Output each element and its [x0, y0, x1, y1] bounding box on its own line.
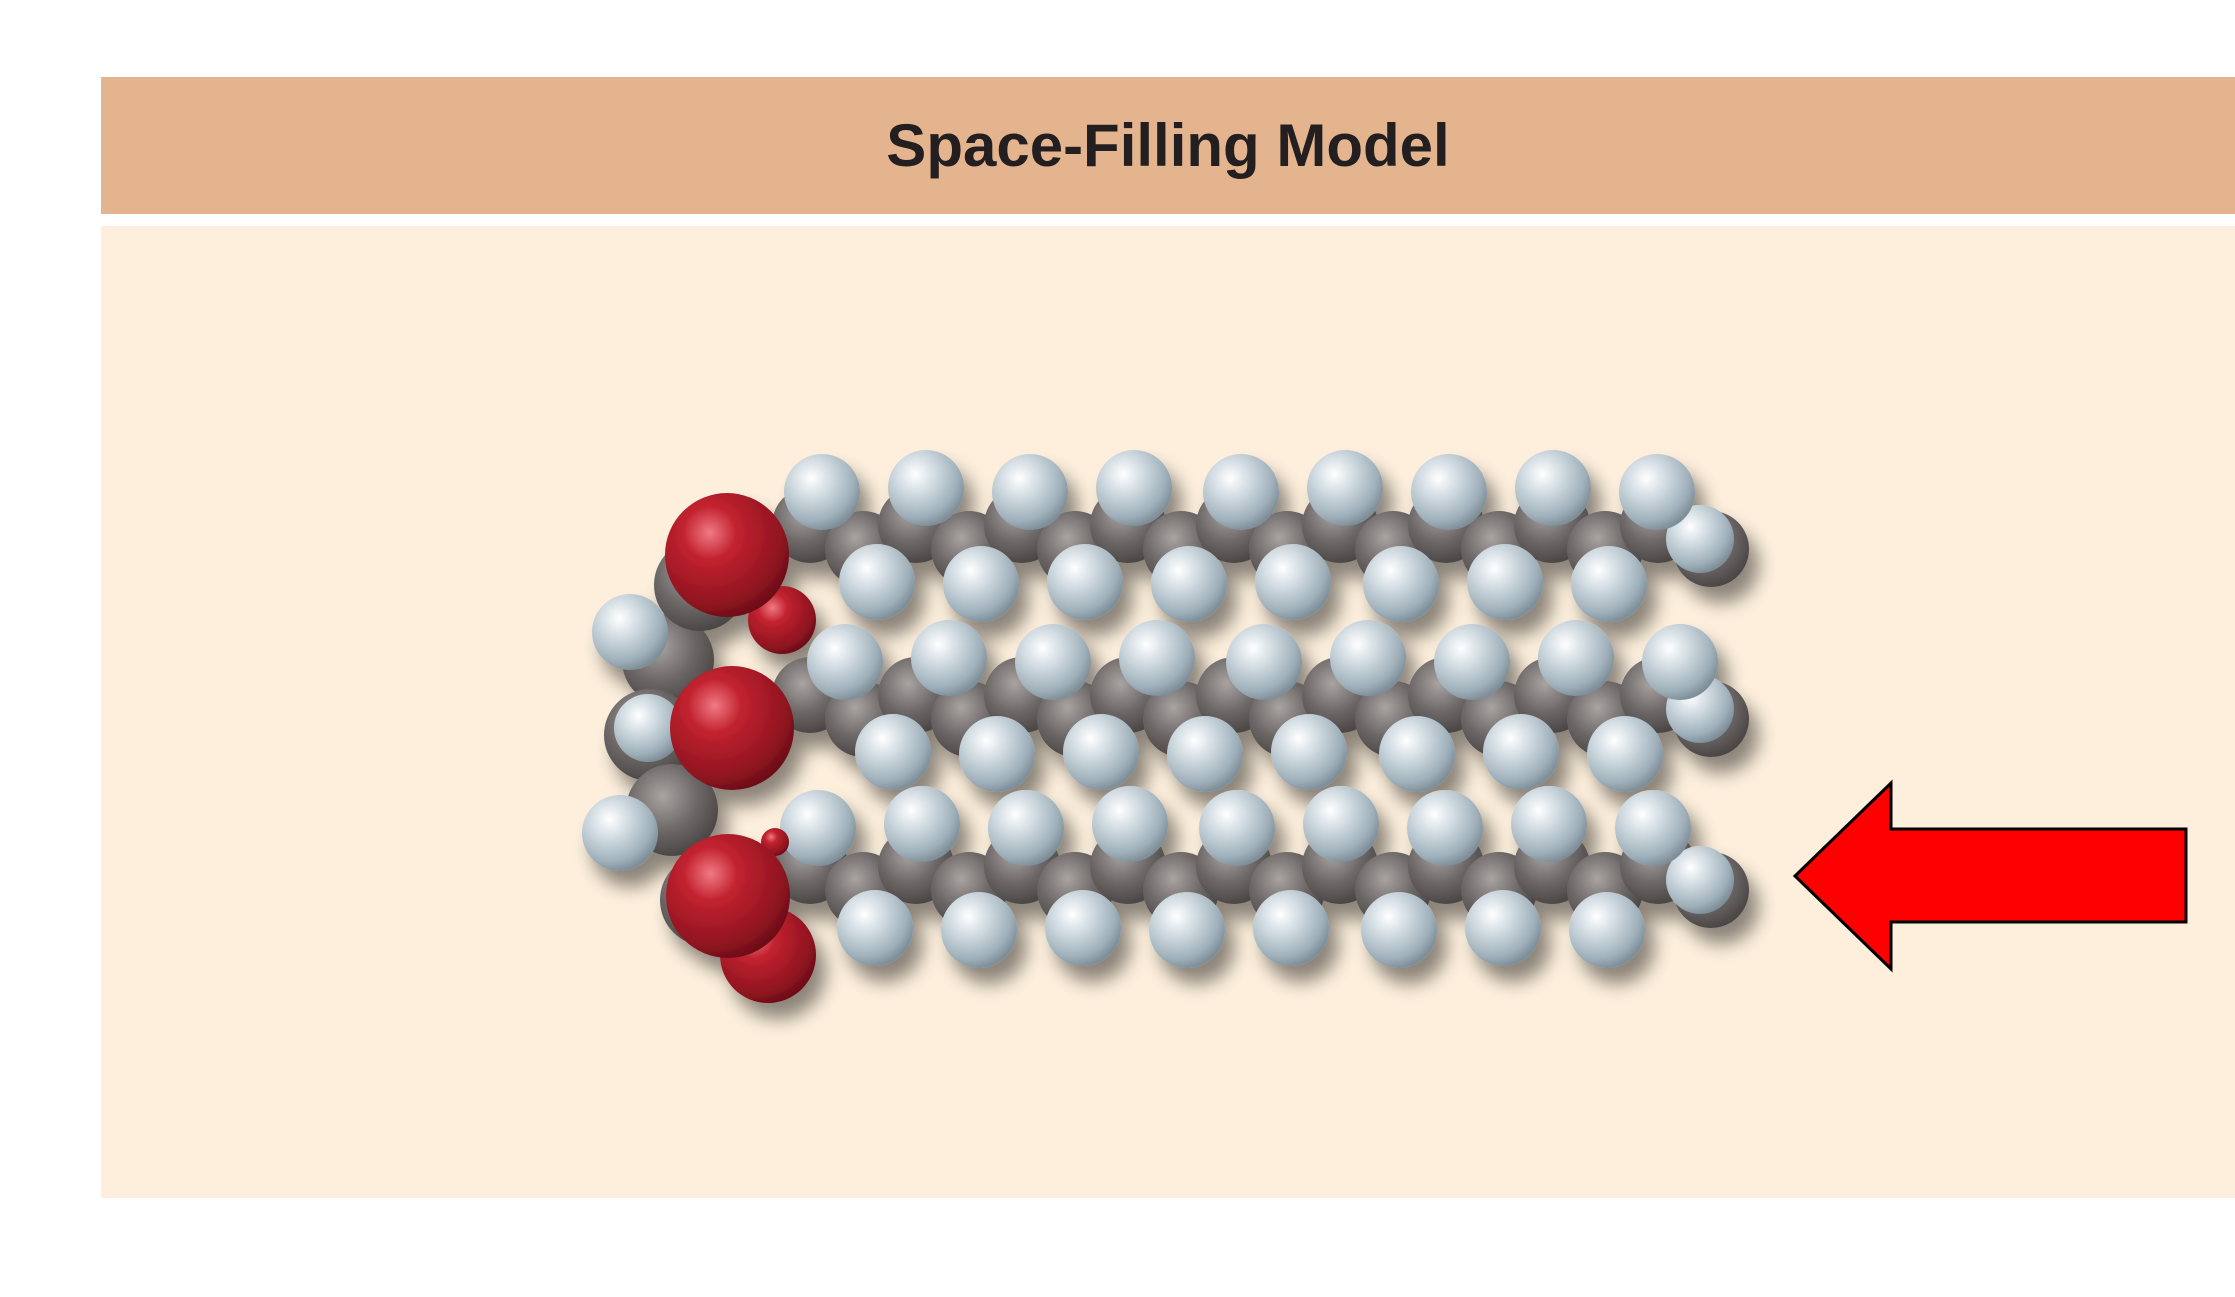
hydrogen-atom [1361, 892, 1437, 968]
hydrogen-atom [784, 454, 860, 530]
hydrogen-atom [1330, 620, 1406, 696]
hydrogen-atom [1615, 790, 1691, 866]
hydrogen-atom [941, 892, 1017, 968]
hydrogen-atom [988, 790, 1064, 866]
hydrogen-atom [1151, 546, 1227, 622]
hydrogen-atom [582, 795, 658, 871]
hydrogen-atom [1167, 716, 1243, 792]
hydrogen-atom [943, 546, 1019, 622]
left-arrow-icon [1792, 779, 2188, 973]
hydrogen-atom [1303, 786, 1379, 862]
hydrogen-atom [1203, 454, 1279, 530]
hydrogen-atom [1642, 624, 1718, 700]
hydrogen-atom [884, 786, 960, 862]
oxygen-atom [666, 834, 790, 958]
hydrogen-atom [614, 694, 682, 762]
hydrogen-atom [1571, 546, 1647, 622]
hydrogen-atom [1515, 450, 1591, 526]
hydrogen-atom [837, 890, 913, 966]
hydrogen-atom [1063, 714, 1139, 790]
hydrogen-atom [1199, 790, 1275, 866]
oxygen-atom [670, 666, 794, 790]
hydrogen-atom [1119, 620, 1195, 696]
hydrogen-atom [855, 714, 931, 790]
hydrogen-atom [1569, 892, 1645, 968]
pointer-arrow [1792, 779, 2188, 973]
hydrogen-atom [1307, 450, 1383, 526]
hydrogen-atom [592, 594, 668, 670]
hydrogen-atom [1045, 890, 1121, 966]
hydrogen-atom [888, 450, 964, 526]
molecule-icon [582, 450, 1749, 1003]
hydrogen-atom [780, 790, 856, 866]
hydrogen-atom [1666, 846, 1734, 914]
diagram-panel: Space-Filling Model [101, 77, 2235, 1198]
hydrogen-atom [1434, 624, 1510, 700]
panel-title: Space-Filling Model [886, 112, 1450, 179]
hydrogen-atom [1092, 786, 1168, 862]
hydrogen-atom [1253, 890, 1329, 966]
hydrogen-atom [839, 544, 915, 620]
hydrogen-atom [1379, 716, 1455, 792]
hydrogen-atom [1483, 714, 1559, 790]
hydrogen-atom [1226, 624, 1302, 700]
header-divider [101, 214, 2235, 226]
hydrogen-atom [1015, 624, 1091, 700]
hydrogen-atom [1511, 786, 1587, 862]
hydrogen-atom [1411, 454, 1487, 530]
panel-header: Space-Filling Model [101, 77, 2235, 214]
oxygen-atom [665, 493, 789, 617]
hydrogen-atom [1255, 544, 1331, 620]
hydrogen-atom [1363, 546, 1439, 622]
hydrogen-atom [1149, 892, 1225, 968]
hydrogen-atom [1619, 454, 1695, 530]
hydrogen-atom [1271, 714, 1347, 790]
hydrogen-atom [1467, 544, 1543, 620]
hydrogen-atom [1666, 505, 1734, 573]
hydrogen-atom [1587, 716, 1663, 792]
hydrogen-atom [1047, 544, 1123, 620]
hydrogen-atom [1407, 790, 1483, 866]
hydrogen-atom [911, 620, 987, 696]
hydrogen-atom [1465, 890, 1541, 966]
hydrogen-atom [807, 624, 883, 700]
hydrogen-atom [992, 454, 1068, 530]
hydrogen-atom [959, 716, 1035, 792]
hydrogen-atom [1096, 450, 1172, 526]
hydrogen-atom [1538, 620, 1614, 696]
